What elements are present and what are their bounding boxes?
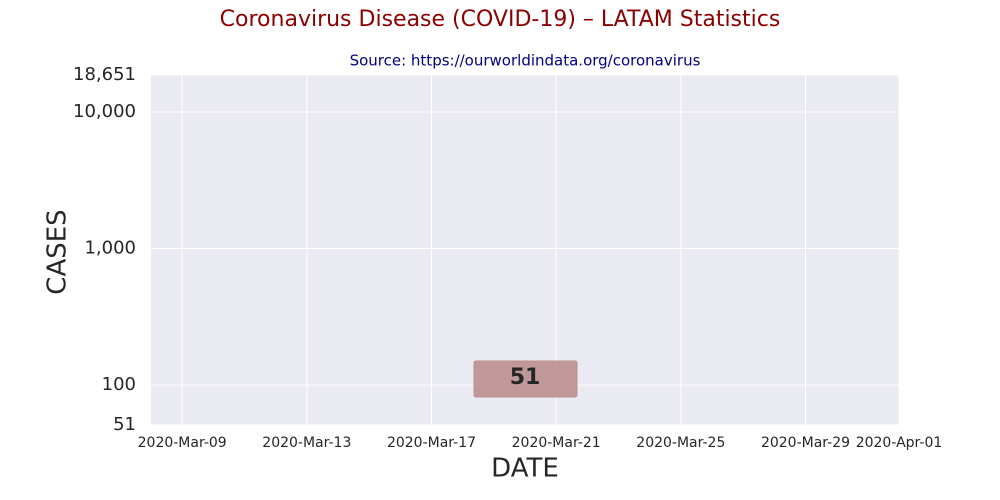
annotation-box xyxy=(473,360,578,398)
x-axis-label: DATE xyxy=(491,454,559,484)
y-tick-label: 1,000 xyxy=(84,238,136,259)
y-tick-label: 18,651 xyxy=(73,64,136,85)
annotation-text: 51 xyxy=(510,365,541,390)
y-tick-label: 100 xyxy=(102,374,136,395)
x-tick-label: 2020-Mar-13 xyxy=(262,435,351,451)
y-tick-label: 10,000 xyxy=(73,101,136,122)
y-axis-label: CASES xyxy=(43,209,73,294)
x-tick-label: 2020-Mar-21 xyxy=(512,435,601,451)
x-tick-label: 2020-Mar-29 xyxy=(761,435,850,451)
x-tick-label: 2020-Mar-17 xyxy=(387,435,476,451)
y-tick-label: 51 xyxy=(113,414,136,435)
chart-title: Coronavirus Disease (COVID-19) – LATAM S… xyxy=(220,7,781,32)
chart-subtitle: Source: https://ourworldindata.org/coron… xyxy=(350,52,701,70)
x-tick-label: 2020-Apr-01 xyxy=(856,435,943,451)
x-tick-label: 2020-Mar-25 xyxy=(636,435,725,451)
x-tick-label: 2020-Mar-09 xyxy=(138,435,227,451)
